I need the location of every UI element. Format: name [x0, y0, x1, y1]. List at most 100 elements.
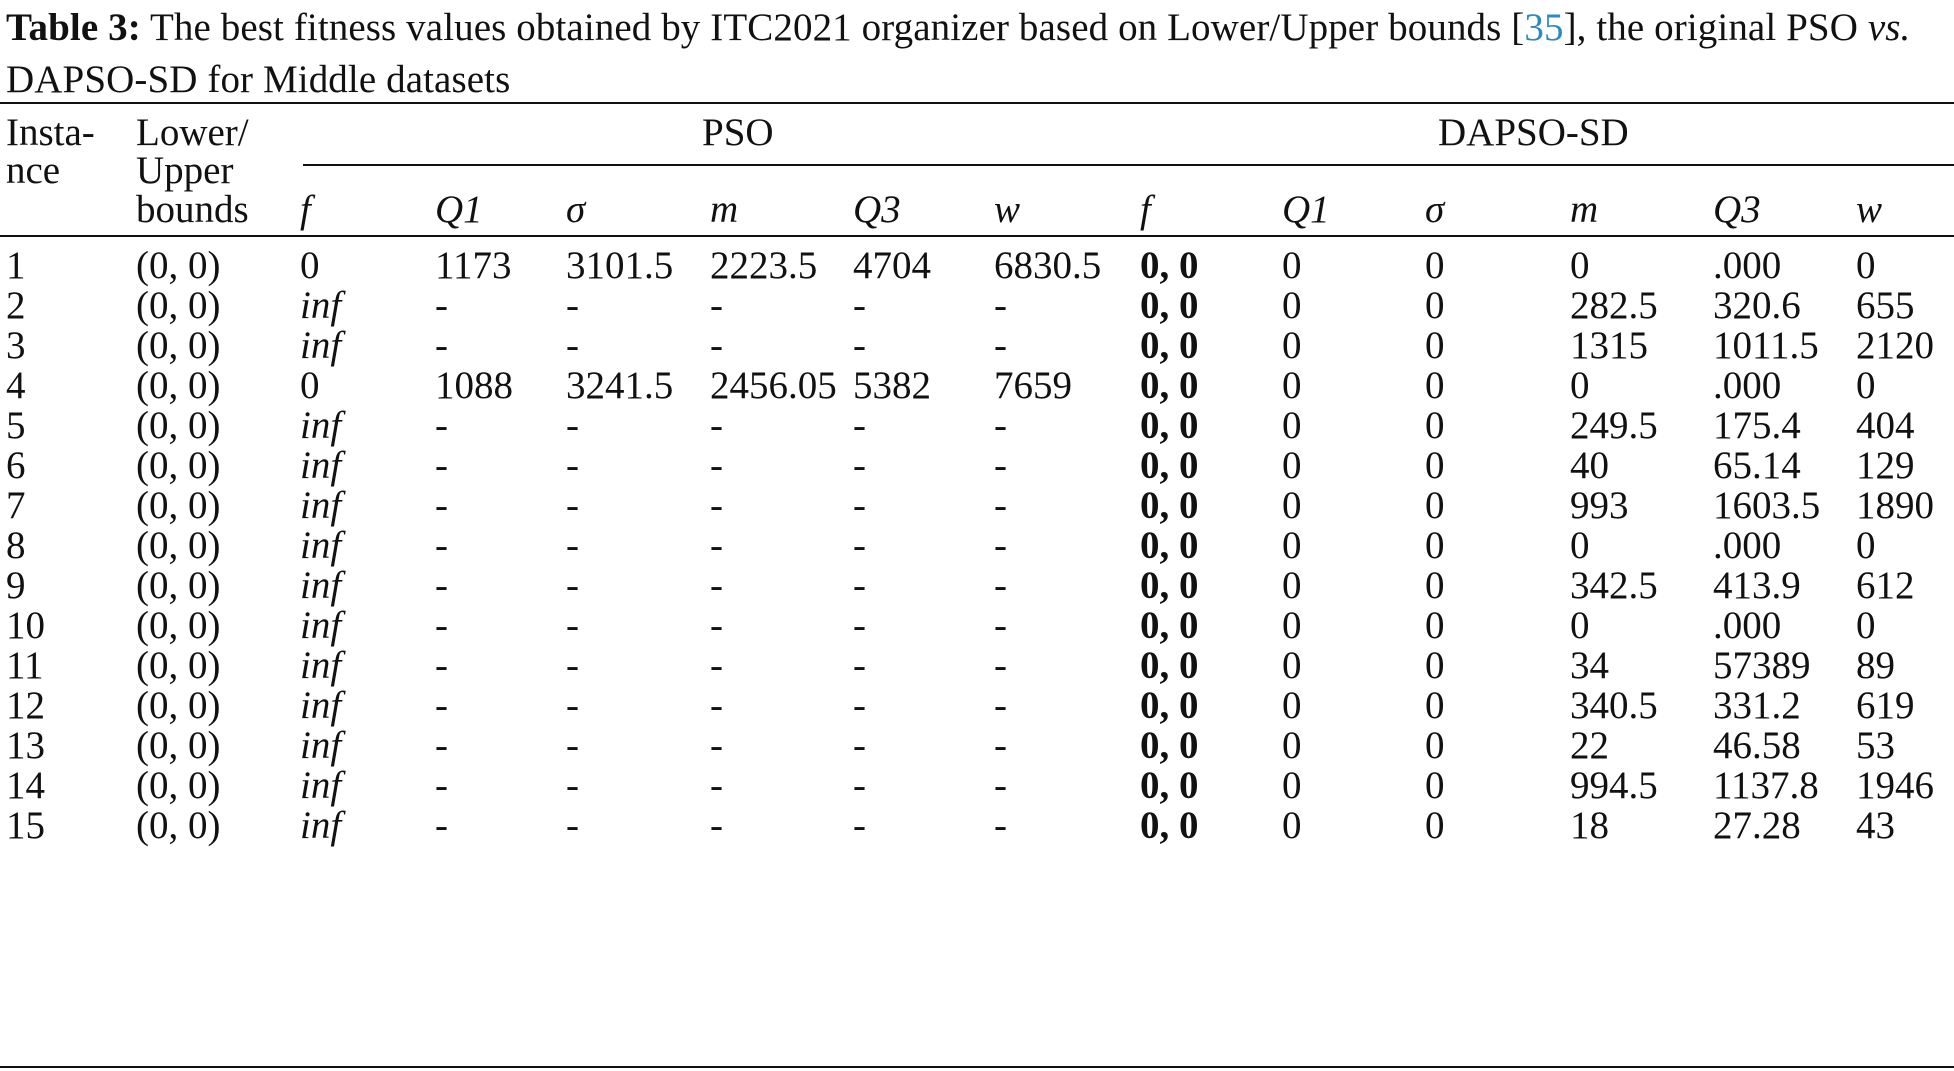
header-bottom-rule	[0, 235, 1954, 237]
table-cell: 5	[6, 404, 26, 447]
instance-header-line1: Insta-	[6, 111, 95, 154]
table-cell: 619	[1856, 684, 1915, 727]
table-cell: 7	[6, 484, 26, 527]
table-cell: -	[435, 404, 448, 447]
col-header-pso-f: f	[300, 188, 311, 231]
table-cell: inf	[300, 764, 342, 807]
table-cell: 46.58	[1713, 724, 1801, 767]
table-cell: inf	[300, 444, 342, 487]
table-cell: 0, 0	[1140, 604, 1199, 647]
bounds-header-line2: Upper	[136, 149, 234, 192]
table-cell: 2223.5	[710, 244, 818, 287]
table-cell: -	[435, 644, 448, 687]
table-cell: 43	[1856, 804, 1895, 847]
table-cell: -	[853, 324, 866, 367]
table-cell: -	[994, 564, 1007, 607]
col-header-dapso-q1: Q1	[1282, 188, 1330, 231]
table-cell: inf	[300, 644, 342, 687]
table-cell: 0	[1856, 364, 1876, 407]
table-cell: 18	[1570, 804, 1609, 847]
table-cell: 0	[1282, 644, 1302, 687]
table-cell: 282.5	[1570, 284, 1658, 327]
table-top-rule	[0, 102, 1954, 104]
table-cell: (0, 0)	[136, 564, 221, 607]
table-cell: 2120	[1856, 324, 1934, 367]
table-cell: 0	[1425, 564, 1445, 607]
table-cell: 0	[1570, 364, 1590, 407]
table-cell: -	[566, 284, 579, 327]
table-cell: 0	[1282, 724, 1302, 767]
table-cell: 404	[1856, 404, 1915, 447]
table-cell: -	[853, 404, 866, 447]
table-cell: (0, 0)	[136, 764, 221, 807]
table-cell: -	[853, 684, 866, 727]
group-header-dapso-sd: DAPSO-SD	[1438, 111, 1629, 154]
table-cell: -	[853, 764, 866, 807]
table-caption: Table 3: The best fitness values obtaine…	[6, 2, 1951, 106]
table-cell: 0, 0	[1140, 724, 1199, 767]
table-cell: -	[994, 284, 1007, 327]
table-cell: -	[566, 604, 579, 647]
caption-text-after: ], the original PSO	[1563, 6, 1868, 49]
table-cell: -	[994, 684, 1007, 727]
table-cell: 0	[1282, 484, 1302, 527]
table-cell: 0	[1425, 604, 1445, 647]
caption-text: The best fitness values obtained by ITC2…	[140, 6, 1525, 49]
table-cell: 0	[1856, 244, 1876, 287]
table-cell: (0, 0)	[136, 244, 221, 287]
table-cell: (0, 0)	[136, 804, 221, 847]
table-cell: 2	[6, 284, 26, 327]
col-header-pso-sigma: σ	[566, 188, 586, 231]
table-cell: -	[710, 604, 723, 647]
table-cell: -	[566, 524, 579, 567]
table-cell: 0, 0	[1140, 404, 1199, 447]
table-cell: -	[994, 484, 1007, 527]
table-cell: -	[994, 404, 1007, 447]
col-header-dapso-f: f	[1140, 188, 1151, 231]
table-cell: 7659	[994, 364, 1072, 407]
table-cell: 0, 0	[1140, 484, 1199, 527]
table-cell: 340.5	[1570, 684, 1658, 727]
table-cell: 0	[300, 364, 320, 407]
table-cell: -	[435, 764, 448, 807]
table-cell: 40	[1570, 444, 1609, 487]
table-cell: (0, 0)	[136, 604, 221, 647]
table-cell: 993	[1570, 484, 1629, 527]
table-cell: 1315	[1570, 324, 1648, 367]
citation-link[interactable]: 35	[1524, 6, 1564, 49]
table-cell: -	[994, 604, 1007, 647]
table-cell: 6830.5	[994, 244, 1102, 287]
table-cell: inf	[300, 604, 342, 647]
table-cell: 0	[1282, 804, 1302, 847]
table-cell: 0	[1570, 524, 1590, 567]
table-cell: 9	[6, 564, 26, 607]
table-cell: -	[435, 724, 448, 767]
col-header-dapso-sigma: σ	[1425, 188, 1445, 231]
table-cell: 0	[1282, 564, 1302, 607]
table-cell: 1890	[1856, 484, 1934, 527]
table-cell: 0	[300, 244, 320, 287]
bounds-header-line1: Lower/	[136, 111, 249, 154]
table-cell: inf	[300, 324, 342, 367]
table-cell: 0	[1282, 364, 1302, 407]
table-cell: -	[853, 284, 866, 327]
table-cell: inf	[300, 284, 342, 327]
table-cell: -	[710, 324, 723, 367]
table-cell: 0, 0	[1140, 564, 1199, 607]
table-cell: -	[994, 444, 1007, 487]
table-cell: 0	[1425, 724, 1445, 767]
caption-label: Table 3:	[6, 6, 141, 49]
table-cell: -	[566, 644, 579, 687]
table-cell: 0	[1282, 764, 1302, 807]
table-cell: 15	[6, 804, 45, 847]
table-cell: -	[435, 604, 448, 647]
table-cell: -	[853, 724, 866, 767]
table-cell: 0	[1425, 404, 1445, 447]
table-cell: 0	[1425, 684, 1445, 727]
table-cell: (0, 0)	[136, 364, 221, 407]
table-cell: 0	[1282, 284, 1302, 327]
table-cell: inf	[300, 684, 342, 727]
table-cell: (0, 0)	[136, 484, 221, 527]
caption-text-end: DAPSO-SD for Middle datasets	[6, 58, 511, 101]
table-cell: 342.5	[1570, 564, 1658, 607]
